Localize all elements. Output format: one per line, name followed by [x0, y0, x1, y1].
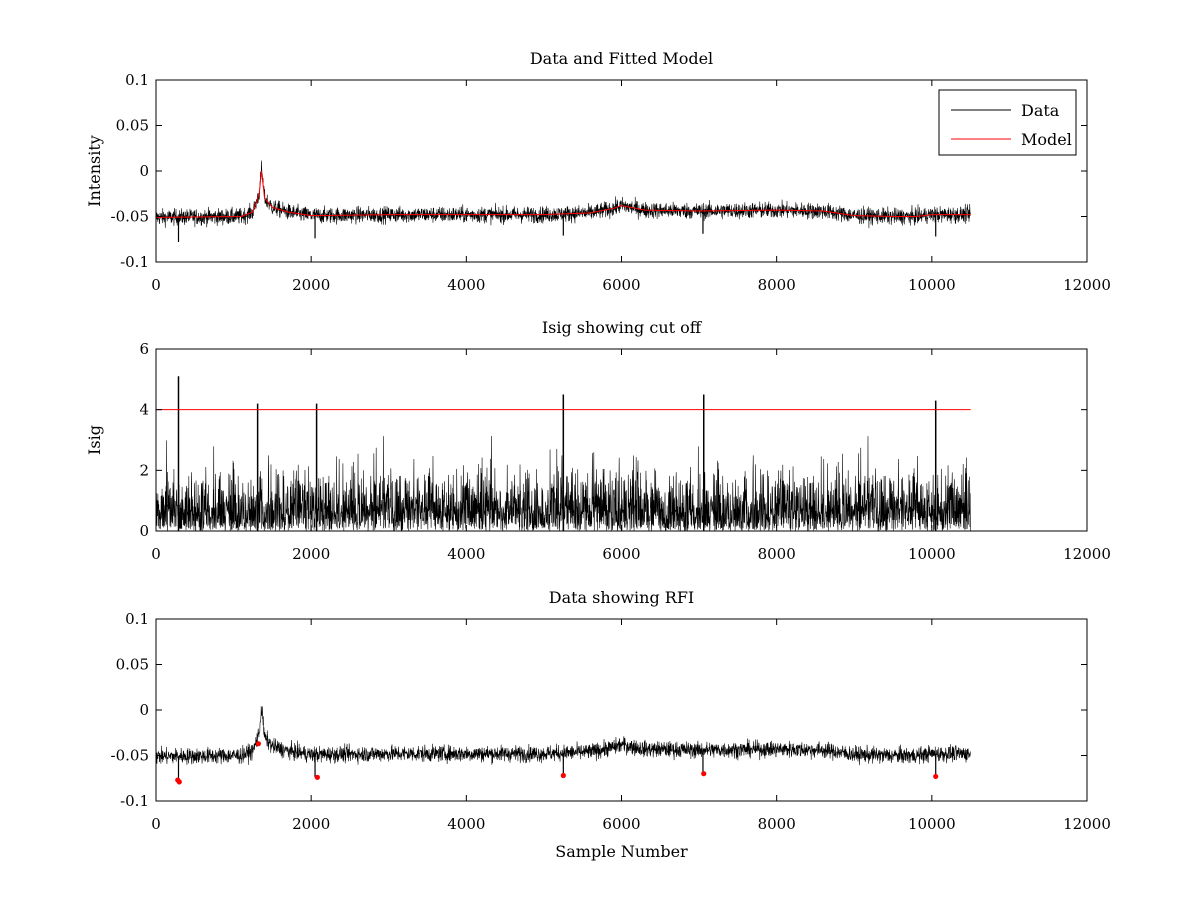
plot-area [156, 160, 971, 242]
rfi-marker [933, 773, 939, 780]
y-tick-label: 0 [139, 522, 149, 540]
y-tick-label: -0.05 [111, 208, 149, 226]
legend-box [938, 89, 1077, 156]
panel-3: 0 2000 4000 6000 8000 10000 12000 -0.1 -0.05 0 0.0… [111, 588, 1111, 861]
rfi-marker [314, 774, 320, 780]
x-tick-label: 0 [151, 545, 161, 563]
y-tick-label: 0 [139, 162, 149, 180]
x-tick-label: 10000 [908, 545, 956, 563]
legend-label: Model [1021, 130, 1072, 149]
y-tick-label: 0.1 [125, 610, 149, 628]
chart-title: Data and Fitted Model [530, 49, 713, 68]
x-tick-label: 2000 [292, 545, 330, 563]
x-tick-label: 4000 [447, 276, 485, 294]
x-tick-label: 12000 [1063, 815, 1111, 833]
rfi-marker [560, 772, 566, 779]
x-tick-label: 0 [151, 815, 161, 833]
x-tick-label: 2000 [292, 276, 330, 294]
rfi-marker [176, 779, 182, 785]
legend-label: Data [1021, 101, 1060, 120]
x-tick-label: 12000 [1063, 545, 1111, 563]
x-tick-label: 8000 [758, 276, 796, 294]
y-tick-label: 0.1 [125, 71, 149, 89]
legend: Data Model [938, 89, 1077, 156]
x-tick-label: 12000 [1063, 276, 1111, 294]
y-axis-label: Isig [85, 425, 104, 455]
y-tick-label: 0.05 [116, 656, 149, 674]
x-tick-label: 10000 [908, 815, 956, 833]
x-tick-label: 0 [151, 276, 161, 294]
x-tick-label: 6000 [602, 545, 640, 563]
rfi-marker [255, 741, 262, 747]
y-tick-label: 2 [139, 461, 149, 479]
axes-frame [155, 618, 1088, 802]
plot-area [156, 706, 971, 785]
y-tick-label: 4 [139, 401, 149, 419]
plot-area [156, 376, 971, 531]
y-tick-label: -0.05 [111, 747, 149, 765]
chart-title: Isig showing cut off [542, 318, 703, 337]
x-tick-label: 10000 [908, 276, 956, 294]
y-tick-label: -0.1 [120, 253, 149, 271]
x-tick-label: 8000 [758, 545, 796, 563]
x-tick-label: 4000 [447, 545, 485, 563]
chart-title: Data showing RFI [549, 588, 694, 607]
y-tick-label: 0 [139, 701, 149, 719]
panel-2: 0 2000 4000 6000 8000 10000 12000 0 2 4 6 Isig show… [85, 318, 1111, 563]
y-axis-label: Intensity [85, 135, 104, 207]
x-tick-label: 6000 [602, 815, 640, 833]
y-tick-label: 6 [139, 340, 149, 358]
series-model-line [156, 170, 971, 218]
panel-1: 0 2000 4000 6000 8000 10000 12000 -0.1 -0.05 0 0.0… [85, 49, 1111, 294]
x-tick-label: 8000 [758, 815, 796, 833]
x-axis-label: Sample Number [555, 842, 688, 861]
x-tick-label: 4000 [447, 815, 485, 833]
x-tick-label: 2000 [292, 815, 330, 833]
y-tick-label: 0.05 [116, 117, 149, 135]
y-tick-label: -0.1 [120, 792, 149, 810]
rfi-marker [701, 771, 707, 777]
x-tick-label: 6000 [602, 276, 640, 294]
